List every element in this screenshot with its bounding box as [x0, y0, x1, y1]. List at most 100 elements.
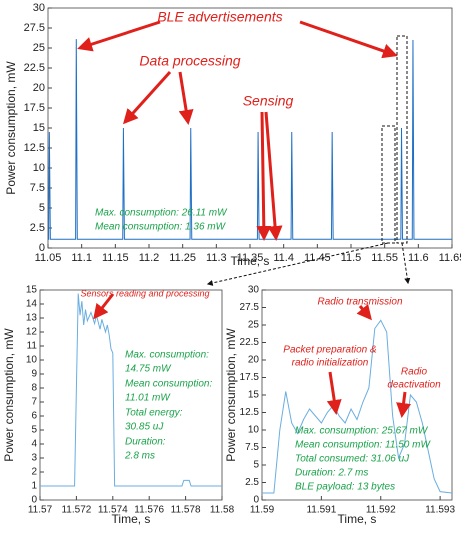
arrow: [326, 371, 342, 415]
y-tick-label: 7.5: [245, 442, 259, 453]
y-tick-label: 22.5: [24, 62, 45, 74]
annotation: 30.85 uJ: [125, 422, 164, 433]
x-tick-label: 11.25: [169, 252, 196, 264]
x-tick-label: 11.65: [439, 252, 461, 264]
x-tick-label: 11.592: [366, 505, 396, 516]
y-axis-label: Power consumption, mW: [2, 328, 16, 462]
y-tick-label: 14: [26, 299, 38, 310]
y-tick-label: 10: [26, 355, 38, 366]
annotation: Duration: 2.7 ms: [295, 468, 368, 479]
annotation: 11.01 mW: [125, 393, 171, 404]
annotation: Sensing: [243, 93, 294, 109]
zoom-arrow: [401, 242, 411, 285]
y-tick-label: 20: [248, 355, 260, 366]
y-tick-label: 12: [26, 327, 38, 338]
y-tick-label: 0: [39, 242, 45, 254]
y-tick-label: 30: [33, 2, 45, 14]
y-tick-label: 0: [31, 495, 37, 506]
x-tick-label: 11.6: [408, 252, 429, 264]
plot-area: [39, 289, 223, 501]
x-tick-label: 11.58: [210, 505, 235, 516]
annotation: Mean consumption:: [125, 379, 212, 390]
annotation: Data processing: [139, 53, 240, 69]
arrow: [299, 20, 398, 59]
y-tick-label: 20: [33, 82, 45, 94]
annotation: 14.75 mW: [125, 364, 172, 375]
x-tick-label: 11.55: [371, 252, 398, 264]
annotation: Radio transmission: [317, 297, 402, 308]
y-tick-label: 15: [33, 122, 45, 134]
arrow: [77, 20, 161, 52]
y-tick-label: 30: [248, 285, 260, 296]
x-tick-label: 11.35: [237, 252, 264, 264]
y-tick-label: 6: [31, 411, 37, 422]
zoom-boxes: [206, 35, 411, 286]
x-tick-label: 11.574: [98, 505, 128, 516]
red-arrows: [77, 20, 411, 418]
y-tick-label: 2.5: [30, 222, 45, 234]
x-tick-label: 11.2: [139, 252, 160, 264]
annotation: deactivation: [387, 380, 441, 391]
x-axis-label: Time, s: [112, 512, 151, 526]
y-tick-label: 0: [253, 495, 259, 506]
y-tick-label: 7: [31, 397, 37, 408]
annotation: Duration:: [125, 437, 166, 448]
y-tick-label: 9: [31, 369, 37, 380]
y-tick-label: 22.5: [240, 337, 260, 348]
y-tick-label: 5: [31, 425, 37, 436]
x-tick-label: 11.05: [35, 252, 62, 264]
y-tick-label: 17.5: [240, 372, 260, 383]
x-tick-label: 11.572: [61, 505, 91, 516]
annotation: BLE payload: 13 bytes: [295, 482, 395, 493]
plot-area: [261, 289, 453, 501]
y-axis-label: Power consumption, mW: [4, 61, 18, 195]
y-tick-label: 5: [253, 460, 259, 471]
x-tick-label: 11.4: [273, 252, 294, 264]
y-tick-label: 15: [26, 285, 38, 296]
y-tick-label: 17.5: [24, 102, 45, 114]
x-tick-label: 11.57: [28, 505, 53, 516]
y-tick-label: 13: [26, 313, 38, 324]
annotation: Radio: [401, 367, 428, 378]
y-tick-label: 5: [39, 202, 45, 214]
arrow: [122, 70, 172, 125]
y-tick-label: 8: [31, 383, 37, 394]
arrow: [93, 293, 115, 320]
arrow: [178, 71, 194, 125]
annotation: BLE advertisements: [157, 9, 282, 25]
annotation: Max. consumption: 25.67 mW: [295, 426, 429, 437]
annotation: Total energy:: [125, 408, 183, 419]
y-tick-label: 7.5: [30, 182, 45, 194]
x-tick-label: 11.59: [250, 505, 275, 516]
x-axis-label: Time, s: [231, 254, 270, 268]
x-tick-label: 11.15: [102, 252, 129, 264]
y-tick-label: 27.5: [24, 22, 45, 34]
y-tick-label: 2: [31, 467, 37, 478]
arrow: [264, 111, 283, 241]
x-tick-label: 11.45: [304, 252, 331, 264]
y-tick-label: 25: [248, 320, 260, 331]
x-tick-label: 11.1: [71, 252, 92, 264]
annotation: 2.8 ms: [124, 451, 155, 462]
y-tick-label: 27.5: [240, 302, 260, 313]
arrow: [356, 303, 372, 321]
y-tick-label: 12.5: [240, 407, 260, 418]
annotation: Sensors reading and processing: [80, 288, 209, 298]
arrow: [256, 111, 272, 241]
annotation: Total consumed: 31.06 uJ: [295, 454, 410, 465]
y-tick-label: 10: [33, 162, 45, 174]
x-axis-label: Time, s: [338, 512, 377, 526]
x-tick-label: 11.593: [425, 505, 455, 516]
annotation: Mean consumption: 1.36 mW: [95, 222, 227, 233]
y-tick-label: 4: [31, 439, 37, 450]
power-trace: [48, 39, 452, 240]
annotation: Mean consumption: 11.50 mW: [295, 440, 431, 451]
x-tick-label: 11.576: [134, 505, 164, 516]
annotation: Max. consumption: 26.11 mW: [95, 208, 228, 219]
y-tick-label: 10: [248, 425, 260, 436]
y-tick-label: 11: [27, 341, 38, 352]
x-tick-label: 11.591: [306, 505, 336, 516]
y-tick-label: 3: [31, 453, 37, 464]
y-tick-label: 2.5: [245, 477, 259, 488]
